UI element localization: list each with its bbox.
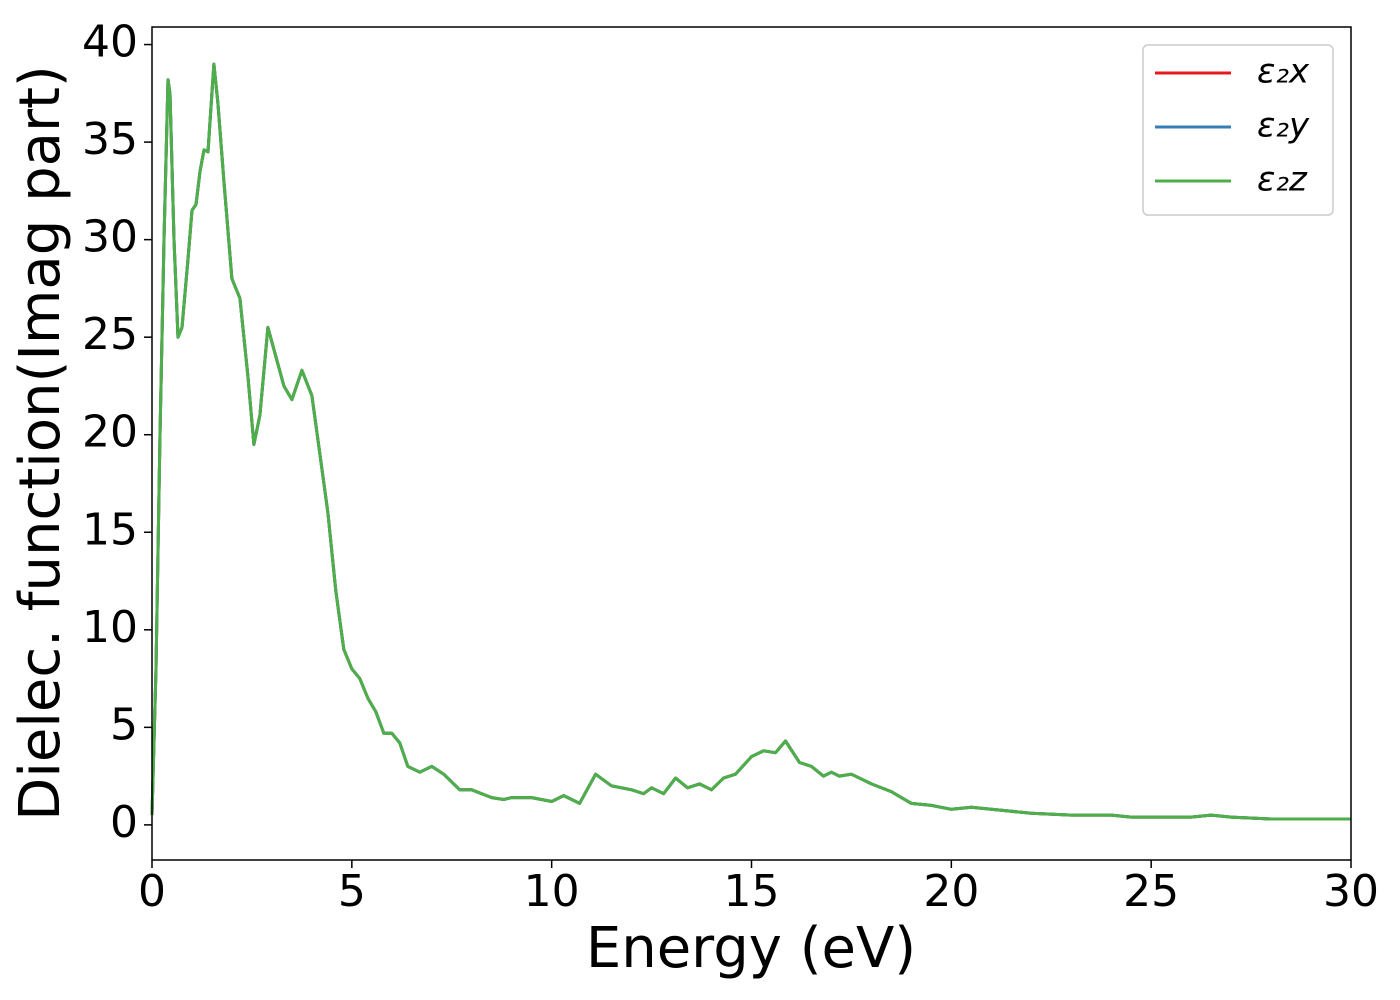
legend-label: ε₂y: [1257, 106, 1310, 146]
x-tick-label: 5: [338, 866, 366, 917]
y-tick-label: 5: [110, 699, 138, 750]
y-tick-label: 0: [110, 797, 138, 848]
legend-label: ε₂x: [1257, 52, 1310, 92]
x-axis-label: Energy (eV): [586, 916, 916, 981]
y-tick-label: 40: [82, 17, 138, 68]
x-tick-label: 15: [724, 866, 780, 917]
legend-label: ε₂z: [1257, 160, 1308, 200]
y-tick-label: 20: [82, 407, 138, 458]
y-tick-label: 25: [82, 309, 138, 360]
x-tick-label: 10: [524, 866, 580, 917]
x-tick-label: 25: [1123, 866, 1179, 917]
y-axis-label: Dielec. function(Imag part): [8, 65, 73, 821]
x-tick-label: 30: [1323, 866, 1379, 917]
plot-frame: [151, 26, 1352, 861]
y-tick-label: 10: [82, 602, 138, 653]
series-line: [150, 62, 1351, 821]
legend-box: [1142, 44, 1334, 216]
y-tick-label: 35: [82, 114, 138, 165]
y-tick-label: 30: [82, 212, 138, 263]
y-tick-label: 15: [82, 504, 138, 555]
x-tick-label: 20: [923, 866, 979, 917]
x-tick-label: 0: [138, 866, 166, 917]
